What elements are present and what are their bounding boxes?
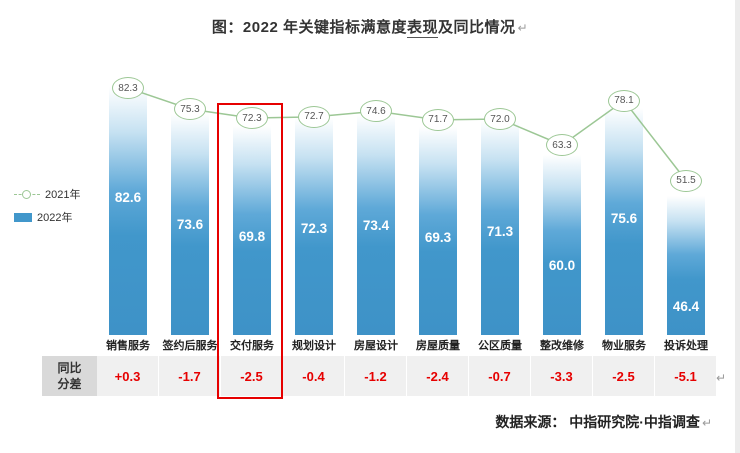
bar-value-label: 60.0 <box>548 258 576 273</box>
bar-value-label: 69.8 <box>238 229 266 244</box>
bar-value-label: 72.3 <box>300 221 328 236</box>
legend-item-2022: 2022年 <box>14 209 80 225</box>
line-marker: 72.3 <box>236 107 268 130</box>
x-axis-label: 房屋设计 <box>354 340 398 352</box>
paragraph-return-icon: ↵ <box>517 21 529 35</box>
yoy-diff-value: -1.7 <box>159 356 220 396</box>
circle-marker-icon <box>22 189 31 199</box>
legend: 2021年 2022年 <box>14 186 80 232</box>
bar-value-label: 46.4 <box>672 299 700 314</box>
line-marker: 74.6 <box>360 100 392 123</box>
x-axis-label: 销售服务 <box>106 340 150 352</box>
yoy-diff-value: -3.3 <box>531 356 592 396</box>
x-axis-label: 交付服务 <box>230 340 274 352</box>
window-edge <box>735 0 740 453</box>
line-series-icon <box>14 189 40 199</box>
yoy-diff-header: 同比 分差 <box>42 356 97 396</box>
line-marker: 75.3 <box>174 98 206 121</box>
line-marker: 72.0 <box>484 108 516 130</box>
legend-label-2021: 2021年 <box>45 189 81 201</box>
bar-销售服务: 82.6 <box>109 87 147 335</box>
bar-整改维修: 60.0 <box>543 155 581 335</box>
paragraph-return-icon: ↵ <box>701 416 712 430</box>
bar-投诉处理: 46.4 <box>667 196 705 335</box>
x-axis-label: 投诉处理 <box>664 340 708 352</box>
line-marker: 63.3 <box>546 134 578 157</box>
title-underlined-text: 表现 <box>406 19 438 38</box>
x-axis-label: 签约后服务 <box>162 340 218 352</box>
x-axis-label: 公区质量 <box>478 340 522 352</box>
data-source-text: 数据来源： 中指研究院·中指调查 <box>495 414 700 430</box>
bar-房屋设计: 73.4 <box>357 115 395 335</box>
line-marker: 72.7 <box>298 105 330 128</box>
data-source: 数据来源： 中指研究院·中指调查 ↵ <box>495 412 712 432</box>
yoy-diff-value: -1.2 <box>345 356 406 396</box>
x-axis-labels: 销售服务 签约后服务 交付服务 规划设计 房屋设计 房屋质量 公区质量 整改维修 物业服务 投诉处… <box>97 337 717 353</box>
bar-签约后服务: 73.6 <box>171 114 209 335</box>
yoy-diff-value: -2.4 <box>407 356 468 396</box>
bar-value-label: 69.3 <box>424 230 452 245</box>
line-marker: 71.7 <box>422 108 454 131</box>
yoy-diff-header-line1: 同比 <box>57 360 82 375</box>
x-axis-label: 规划设计 <box>292 340 336 352</box>
bar-物业服务: 75.6 <box>605 108 643 335</box>
bar-value-label: 82.6 <box>114 190 142 205</box>
yoy-diff-value: +0.3 <box>97 356 158 396</box>
title-prefix: 图：2022 年关键指标满意度 <box>211 19 407 36</box>
bar-value-label: 71.3 <box>486 224 514 239</box>
legend-label-2022: 2022年 <box>37 212 73 224</box>
trend-line-2021 <box>127 87 687 181</box>
bar-value-label: 75.6 <box>610 211 638 226</box>
line-marker: 78.1 <box>608 89 640 112</box>
yoy-diff-table: 同比 分差 +0.3 -1.7 -2.5 -0.4 -1.2 -2.4 -0.7 -3.3 -2… <box>0 356 740 396</box>
trend-line-svg <box>127 87 687 181</box>
yoy-diff-value: -5.1 <box>655 356 716 396</box>
yoy-diff-value: -2.5 <box>593 356 654 396</box>
yoy-diff-value: -0.7 <box>469 356 530 396</box>
bar-规划设计: 72.3 <box>295 118 333 335</box>
paragraph-return-icon: ↵ <box>716 371 727 385</box>
chart-title: 图：2022 年关键指标满意度表现及同比情况 ↵ <box>0 16 740 38</box>
bar-value-label: 73.6 <box>176 217 204 232</box>
x-axis-label: 物业服务 <box>602 340 646 352</box>
bar-房屋质量: 69.3 <box>419 127 457 335</box>
bar-交付服务: 69.8 <box>233 126 271 335</box>
chart-plot-area: 82.6 82.3 73.6 75.3 69.8 72.3 72.3 72.7 73.4 74.6… <box>97 60 717 335</box>
legend-item-2021: 2021年 <box>14 186 80 202</box>
x-axis-label: 房屋质量 <box>416 340 460 352</box>
x-axis-label: 整改维修 <box>540 340 584 352</box>
bar-公区质量: 71.3 <box>481 121 519 335</box>
title-suffix: 及同比情况 <box>437 19 516 36</box>
bar-value-label: 73.4 <box>362 218 390 233</box>
bar-series-icon <box>14 212 32 222</box>
yoy-diff-value: -2.5 <box>221 356 282 396</box>
yoy-diff-value: -0.4 <box>283 356 344 396</box>
line-marker: 82.3 <box>112 77 144 100</box>
line-marker: 51.5 <box>670 169 702 192</box>
yoy-diff-header-line2: 分差 <box>57 377 82 391</box>
